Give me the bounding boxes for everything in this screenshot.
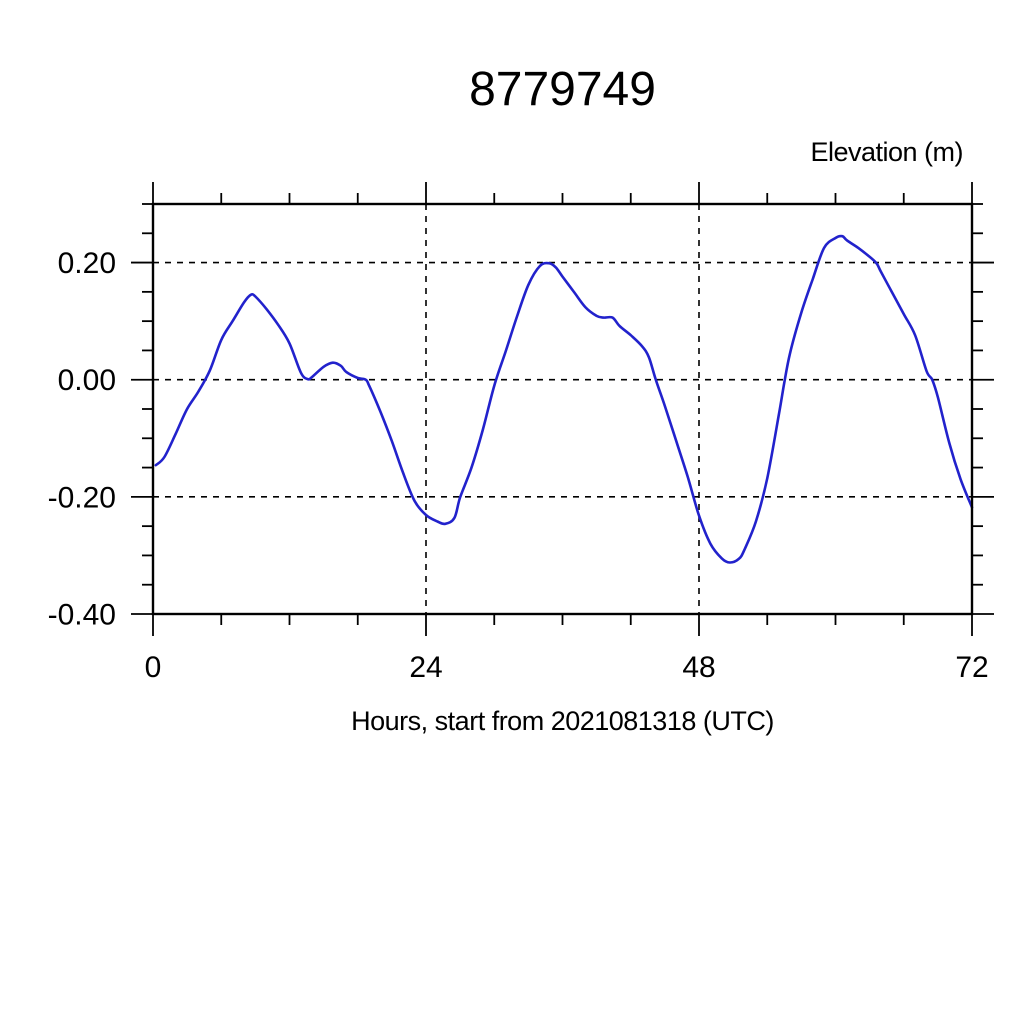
elevation-axis-label: Elevation (m) — [810, 137, 963, 167]
axis-ticks — [131, 182, 994, 636]
x-tick-label: 48 — [682, 651, 715, 684]
gridlines — [153, 204, 972, 614]
y-tick-labels: -0.40 -0.20 0.00 0.20 — [48, 247, 116, 631]
x-tick-labels: 0 24 48 72 — [145, 651, 989, 684]
elevation-line — [154, 234, 974, 564]
y-tick-label: 0.20 — [58, 247, 116, 280]
y-tick-label: 0.00 — [58, 364, 116, 397]
station-title: 8779749 — [469, 63, 656, 116]
x-tick-label: 72 — [955, 651, 988, 684]
y-tick-label: -0.40 — [48, 599, 116, 632]
plot-frame — [151, 202, 974, 616]
x-tick-label: 24 — [409, 651, 442, 684]
x-tick-label: 0 — [145, 651, 162, 684]
x-axis-label: Hours, start from 2021081318 (UTC) — [351, 706, 774, 736]
y-tick-label: -0.20 — [48, 481, 116, 514]
